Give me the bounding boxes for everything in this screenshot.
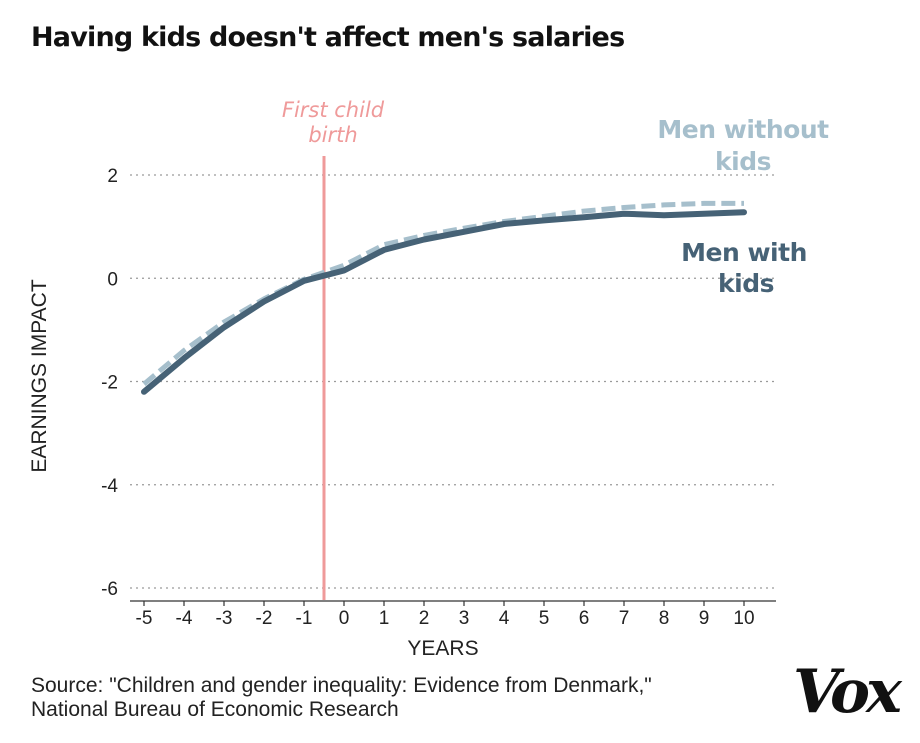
event-label-line1: First child xyxy=(282,98,385,122)
x-tick-label: 1 xyxy=(379,608,390,629)
y-tick-label: -6 xyxy=(101,579,118,600)
y-tick-label: 2 xyxy=(107,166,118,187)
x-tick-label: -2 xyxy=(256,608,273,629)
x-tick-label: 8 xyxy=(659,608,670,629)
series-label-with-kids-line1: Men with xyxy=(681,238,807,267)
source-line-1: Source: "Children and gender inequality:… xyxy=(31,674,652,697)
x-tick-label: -3 xyxy=(216,608,233,629)
x-tick-label: -5 xyxy=(136,608,153,629)
x-tick-label: 0 xyxy=(339,608,350,629)
y-axis-label: EARNINGS IMPACT xyxy=(28,279,51,472)
y-tick-labels: 2 0 -2 -4 -6 xyxy=(101,166,118,600)
series-line-men-with-kids xyxy=(141,209,747,395)
source-note: Source: "Children and gender inequality:… xyxy=(31,674,652,722)
x-tick-label: 3 xyxy=(459,608,470,629)
x-tick-label: 6 xyxy=(579,608,590,629)
y-tick-label: 0 xyxy=(107,269,118,290)
series-label-with-kids-line2: kids xyxy=(718,269,774,298)
x-tick-label: 10 xyxy=(733,608,754,629)
series-lines xyxy=(141,200,747,395)
chart-title: Having kids doesn't affect men's salarie… xyxy=(31,22,625,53)
x-tick-labels: -5 -4 -3 -2 -1 0 1 2 3 4 5 6 7 8 9 10 xyxy=(136,601,755,629)
series-line-men-without-kids xyxy=(142,200,744,387)
y-tick-label: -2 xyxy=(101,373,118,394)
x-tick-label: 2 xyxy=(419,608,430,629)
series-label-without-kids-line2: kids xyxy=(715,147,771,176)
y-tick-label: -4 xyxy=(101,476,118,497)
x-tick-label: 4 xyxy=(499,608,510,629)
vox-logo: Vox xyxy=(793,657,902,727)
source-line-2: National Bureau of Economic Research xyxy=(31,698,399,721)
gridlines xyxy=(130,174,776,602)
event-label-line2: birth xyxy=(308,123,357,147)
x-axis-label: YEARS xyxy=(407,637,478,660)
x-tick-label: 5 xyxy=(539,608,550,629)
x-tick-label: 9 xyxy=(699,608,710,629)
series-label-without-kids-line1: Men without xyxy=(657,115,829,144)
x-tick-label: -1 xyxy=(296,608,313,629)
x-tick-label: 7 xyxy=(619,608,630,629)
x-tick-label: -4 xyxy=(176,608,193,629)
